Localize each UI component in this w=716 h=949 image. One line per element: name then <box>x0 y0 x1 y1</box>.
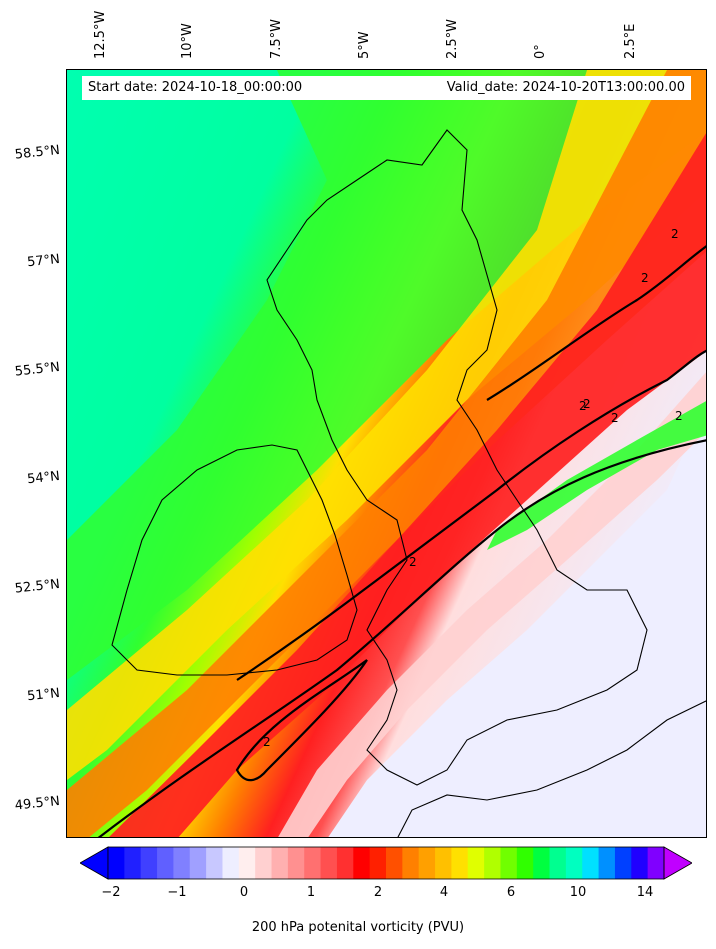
lon-label-5w: 5°W <box>357 31 372 59</box>
contour-label: 2 <box>611 411 619 425</box>
lat-label-54n: 54°N <box>26 468 61 488</box>
colorbar-tick: 10 <box>569 885 587 900</box>
colorbar-extend-max <box>663 846 693 880</box>
great-britain-coastline <box>266 129 648 786</box>
lon-label-2-5w: 2.5°W <box>445 18 460 59</box>
colorbar-segment <box>435 847 452 879</box>
contour-label: 2 <box>263 735 271 749</box>
colorbar-tick: −1 <box>167 885 187 900</box>
colorbar-segment <box>549 847 567 879</box>
colorbar-extend-min <box>79 846 109 880</box>
colorbar-svg <box>79 846 693 880</box>
colorbar-segment <box>500 847 518 879</box>
lon-label-0: 0° <box>533 44 548 59</box>
lat-label-49-5n: 49.5°N <box>14 793 61 814</box>
lat-label-55-5n: 55.5°N <box>14 359 61 380</box>
pv2-contour-south <box>97 439 706 837</box>
lat-label-52-5n: 52.5°N <box>14 576 61 597</box>
colorbar-segment <box>173 847 191 879</box>
lon-label-2-5e: 2.5°E <box>623 23 638 59</box>
france-coastline <box>397 700 706 837</box>
colorbar-segment <box>353 847 371 879</box>
date-box: Start date: 2024-10-18_00:00:00 Valid_da… <box>82 76 691 100</box>
pv-band-yellow <box>67 70 706 780</box>
pv-field: 2 2 2 2 2 2 2 2 <box>67 70 706 837</box>
colorbar-segment <box>124 847 142 879</box>
colorbar-segment <box>484 847 501 879</box>
colorbar-tick: 6 <box>506 885 516 900</box>
colorbar-segment <box>647 847 665 879</box>
lon-label-7-5w: 7.5°W <box>269 18 284 59</box>
lat-label-51n: 51°N <box>26 685 61 705</box>
colorbar-tick: 14 <box>636 885 654 900</box>
colorbar-segment <box>598 847 616 879</box>
colorbar-segment <box>418 847 436 879</box>
colorbar-segment <box>157 847 174 879</box>
colorbar-border <box>107 846 665 880</box>
pv2-contour-upper <box>486 245 706 401</box>
pv2-contour-north <box>236 349 706 681</box>
colorbar-tick: 0 <box>239 885 249 900</box>
colorbar-tick: −2 <box>101 885 121 900</box>
pv2-contour-loop <box>235 659 368 782</box>
colorbar-segment <box>255 847 273 879</box>
colorbar-segment <box>565 847 583 879</box>
colorbar-segment <box>451 847 469 879</box>
colorbar-segment <box>222 847 240 879</box>
pv-band-orange <box>67 70 706 837</box>
contour-label: 2 <box>579 399 587 413</box>
colorbar-segment <box>516 847 534 879</box>
colorbar-segment <box>108 847 125 879</box>
colorbar-segment <box>140 847 158 879</box>
contour-label: 2 <box>675 409 683 423</box>
colorbar-title: 200 hPa potenital vorticity (PVU) <box>251 920 465 935</box>
colorbar-segment <box>402 847 420 879</box>
colorbar-segment <box>189 847 207 879</box>
contour-label: 2 <box>641 271 649 285</box>
start-date: Start date: 2024-10-18_00:00:00 <box>88 80 303 95</box>
colorbar-segment <box>533 847 551 879</box>
colorbar-segment <box>386 847 403 879</box>
colorbar-segment <box>582 847 600 879</box>
pv-band-pink <box>278 372 706 837</box>
colorbar-segment <box>304 847 322 879</box>
lon-label-12-5w: 12.5°W <box>93 10 108 59</box>
lon-label-10w: 10°W <box>180 23 195 59</box>
pv-band-lowpv <box>328 404 706 837</box>
colorbar-segment <box>238 847 256 879</box>
colorbar-segment <box>287 847 305 879</box>
colorbar-segment <box>271 847 289 879</box>
lat-label-57n: 57°N <box>26 251 61 271</box>
colorbar-segment <box>206 847 223 879</box>
contour-label: 2 <box>671 227 679 241</box>
contour-label: 2 <box>409 555 417 569</box>
pv-band-jet <box>487 401 706 550</box>
colorbar-segment <box>336 847 354 879</box>
colorbar-tick: 2 <box>373 885 383 900</box>
lat-label-58-5n: 58.5°N <box>14 142 61 163</box>
valid-date: Valid_date: 2024-10-20T13:00:00.00 <box>446 80 685 95</box>
colorbar-segment <box>631 847 649 879</box>
colorbar-segment <box>467 847 485 879</box>
colorbar-segment <box>320 847 338 879</box>
colorbar-tick: 1 <box>306 885 316 900</box>
ireland-coastline <box>111 444 358 676</box>
colorbar-segment <box>614 847 632 879</box>
colorbar <box>79 845 693 885</box>
contour-label: 2 <box>583 397 591 411</box>
colorbar-tick: 4 <box>439 885 449 900</box>
pv-map: 2 2 2 2 2 2 2 2 <box>66 69 707 838</box>
colorbar-segment <box>369 847 387 879</box>
